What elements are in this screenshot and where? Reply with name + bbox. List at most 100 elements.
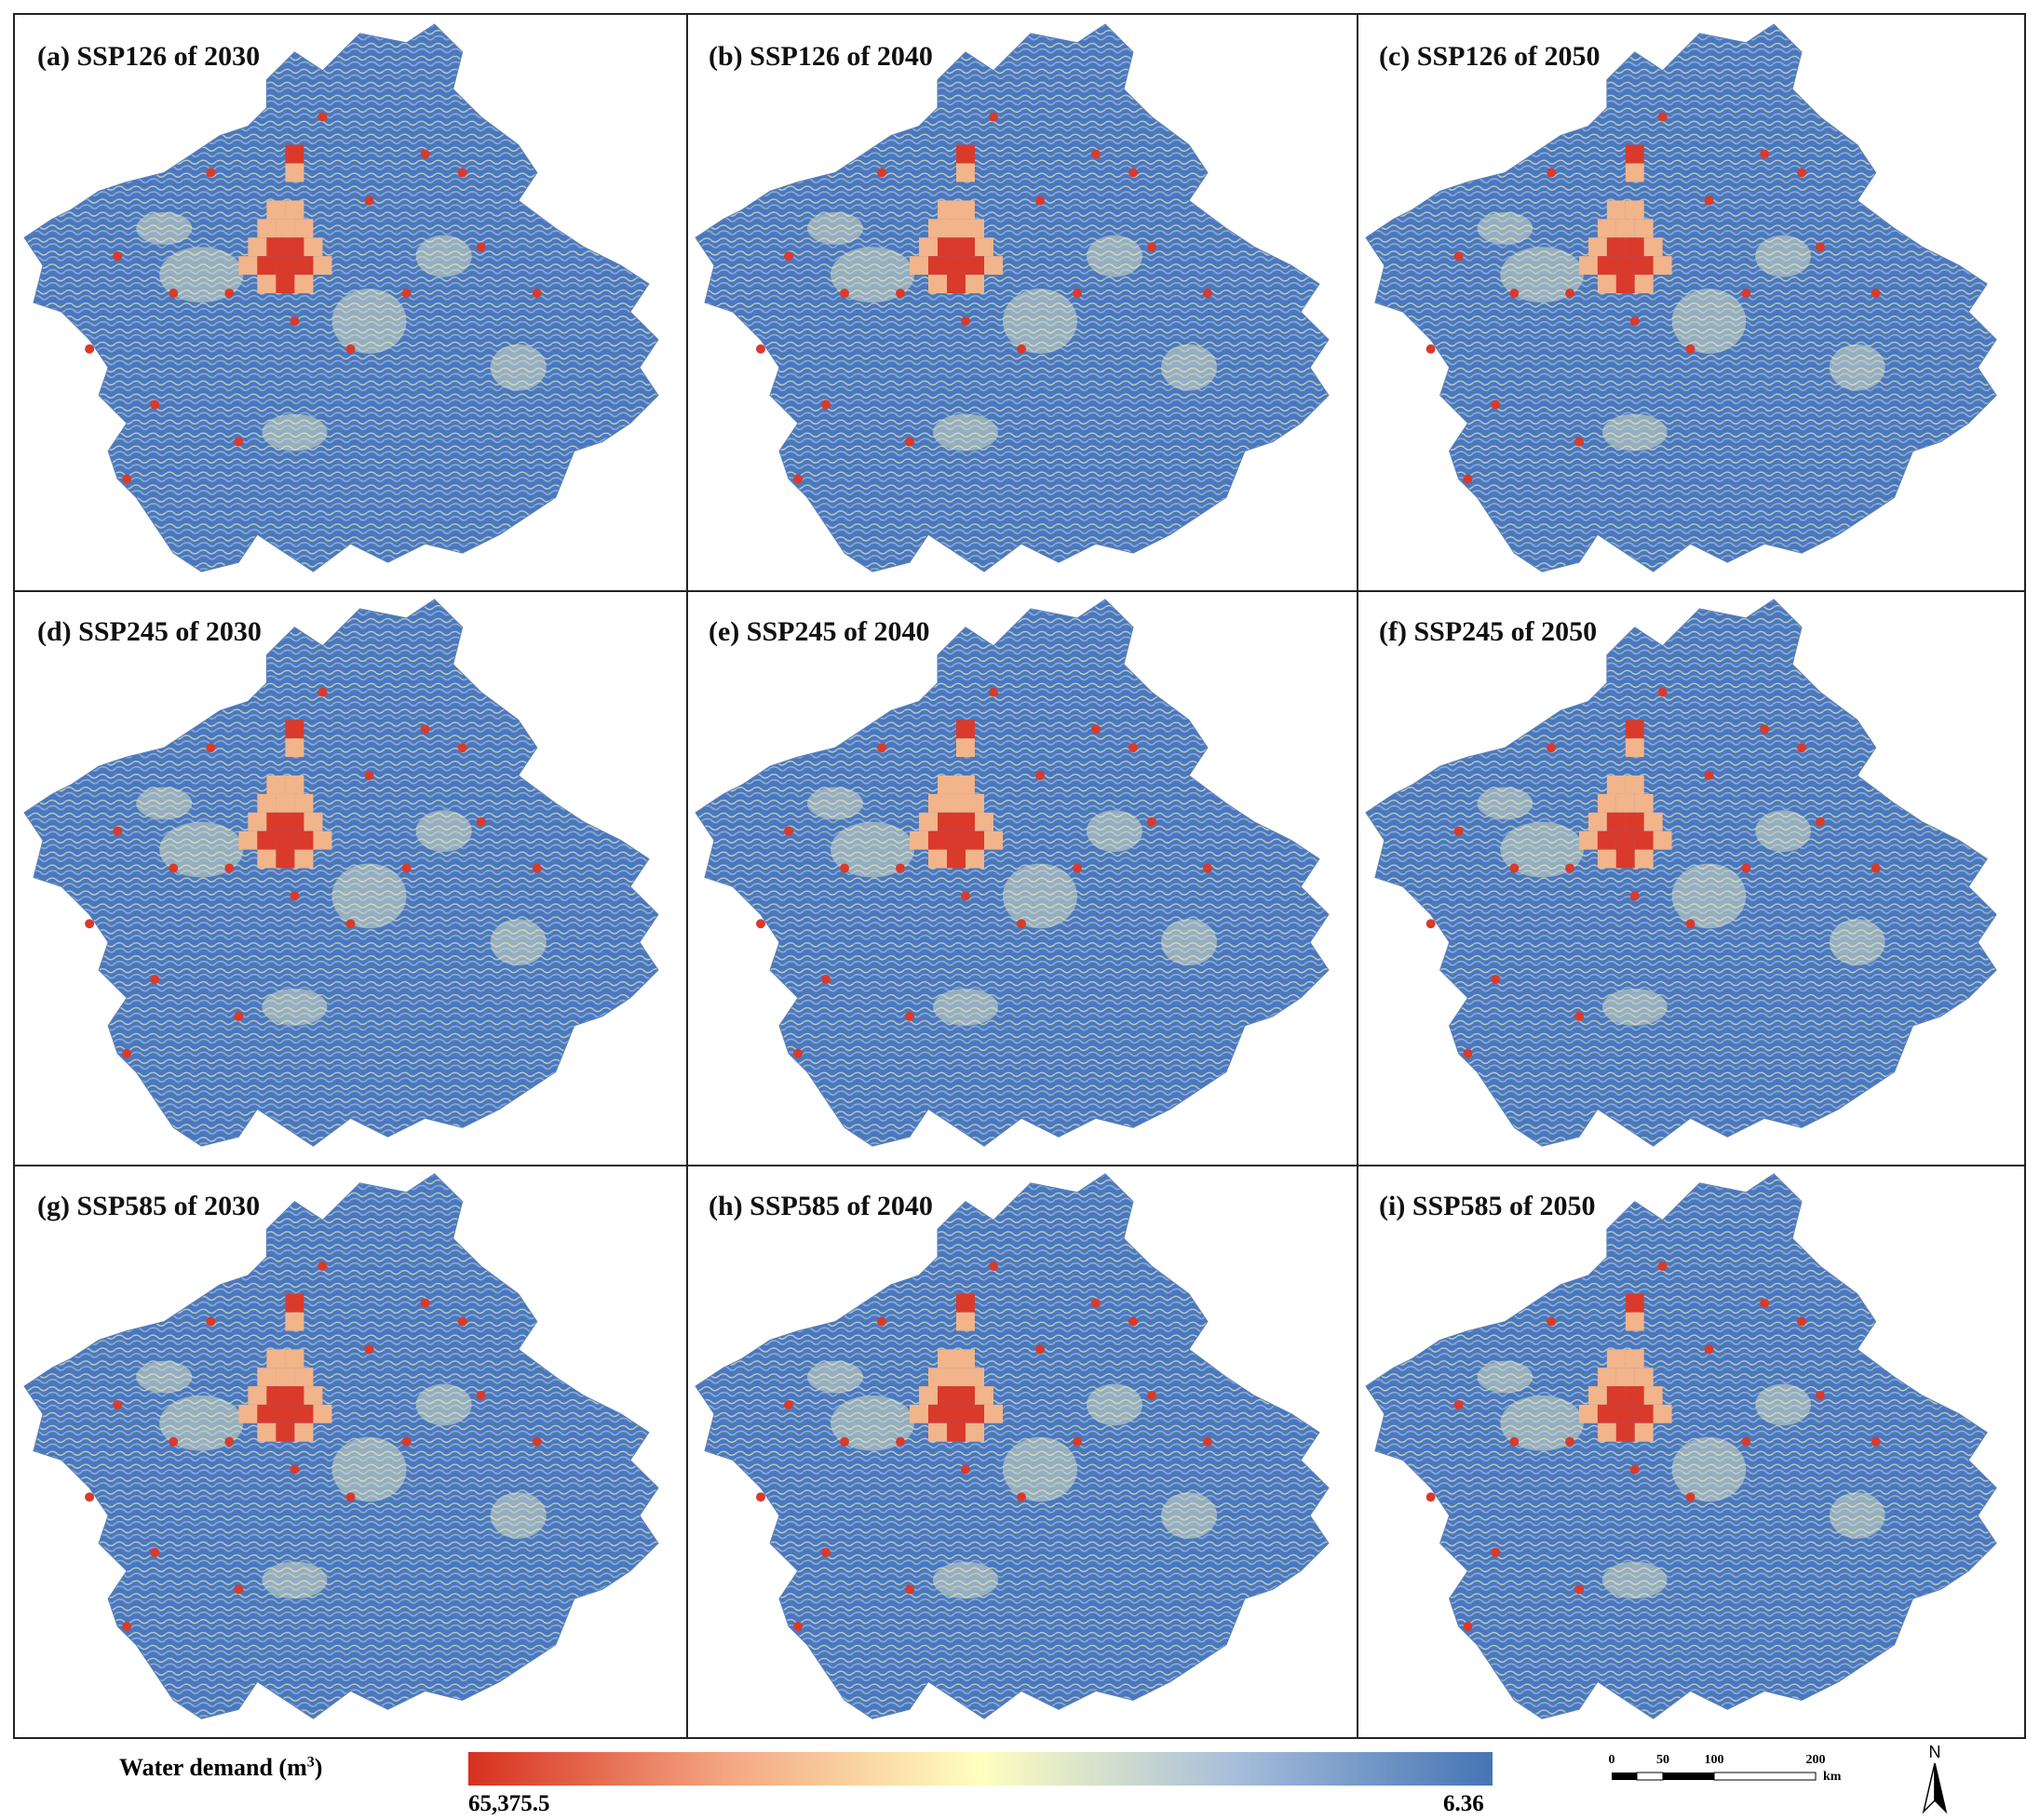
town-hotspot — [1425, 344, 1436, 354]
town-hotspot — [1203, 289, 1212, 299]
town-hotspot — [206, 743, 216, 753]
urban-hotspot — [238, 1293, 332, 1442]
town-hotspot — [206, 1316, 216, 1327]
town-hotspot — [401, 1436, 412, 1447]
town-hotspot — [905, 437, 914, 447]
town-hotspot — [756, 1492, 765, 1503]
town-hotspot — [345, 919, 356, 929]
town-hotspot — [784, 1399, 793, 1409]
medium-demand-patch — [159, 821, 244, 878]
town-hotspot — [1657, 1261, 1668, 1272]
town-hotspot — [821, 974, 831, 984]
medium-demand-patch — [1671, 289, 1747, 354]
town-hotspot — [169, 1436, 179, 1447]
town-hotspot — [1629, 1464, 1640, 1475]
town-hotspot — [1509, 289, 1520, 299]
town-hotspot — [457, 1316, 467, 1327]
town-hotspot — [989, 1261, 998, 1272]
medium-demand-patch — [1477, 211, 1533, 245]
town-hotspot — [1091, 149, 1101, 159]
town-hotspot — [122, 1622, 132, 1631]
town-hotspot — [317, 687, 328, 697]
town-hotspot — [877, 168, 886, 178]
panel-title: (f) SSP245 of 2050 — [1379, 616, 1598, 647]
medium-demand-patch — [136, 1360, 193, 1394]
town-hotspot — [793, 1622, 803, 1631]
raster-map — [23, 23, 659, 573]
town-hotspot — [821, 399, 831, 410]
medium-demand-patch — [1829, 919, 1885, 966]
north-arrow-icon: N — [1922, 1743, 1948, 1814]
panel-title: (h) SSP585 of 2040 — [709, 1191, 933, 1221]
town-hotspot — [224, 289, 235, 299]
urban-hotspot — [1579, 720, 1672, 869]
town-hotspot — [457, 168, 467, 178]
town-hotspot — [1091, 724, 1101, 735]
town-hotspot — [1073, 289, 1082, 299]
town-hotspot — [840, 863, 849, 873]
town-hotspot — [1203, 1436, 1212, 1447]
town-hotspot — [1453, 826, 1464, 836]
raster-map — [1365, 23, 1997, 573]
town-hotspot — [793, 1048, 803, 1058]
province-outline — [695, 1173, 1330, 1719]
medium-demand-patch — [807, 211, 863, 245]
town-hotspot — [1453, 1399, 1464, 1409]
urban-hotspot — [238, 144, 332, 294]
medium-demand-patch — [331, 863, 407, 929]
town-hotspot — [1704, 195, 1714, 206]
town-hotspot — [961, 1464, 970, 1475]
town-hotspot — [1147, 242, 1156, 252]
medium-demand-patch — [490, 344, 547, 391]
town-hotspot — [877, 743, 886, 753]
town-hotspot — [85, 919, 95, 929]
town-hotspot — [1017, 344, 1026, 354]
town-hotspot — [1491, 974, 1501, 984]
medium-demand-patch — [1601, 988, 1668, 1026]
town-hotspot — [169, 863, 179, 873]
medium-demand-patch — [1601, 1561, 1668, 1599]
town-hotspot — [364, 771, 374, 781]
medium-demand-patch — [136, 787, 193, 820]
town-hotspot — [1128, 1316, 1138, 1327]
town-hotspot — [532, 863, 542, 873]
medium-demand-patch — [331, 289, 407, 354]
legend: Water demand (m3) 65,375.5 6.36 0 50 100… — [0, 1739, 2040, 1820]
town-hotspot — [840, 1436, 849, 1447]
medium-demand-patch — [831, 821, 914, 878]
town-hotspot — [784, 251, 793, 262]
legend-title: Water demand (m3) — [119, 1754, 323, 1781]
town-hotspot — [1657, 112, 1668, 122]
raster-map — [695, 23, 1330, 573]
province-outline — [695, 599, 1330, 1147]
town-hotspot — [961, 891, 970, 901]
town-hotspot — [420, 149, 430, 159]
town-hotspot — [1797, 168, 1806, 178]
medium-demand-patch — [1829, 1492, 1885, 1539]
medium-demand-patch — [1161, 1492, 1217, 1539]
town-hotspot — [896, 289, 905, 299]
town-hotspot — [1704, 1344, 1714, 1355]
panel-title: (i) SSP585 of 2050 — [1379, 1191, 1596, 1221]
town-hotspot — [1128, 743, 1138, 753]
town-hotspot — [1760, 724, 1770, 735]
map-panel: (f) SSP245 of 2050 — [1357, 590, 2024, 1165]
medium-demand-patch — [831, 1395, 914, 1451]
medium-demand-patch — [136, 211, 193, 245]
medium-demand-patch — [1500, 1395, 1584, 1451]
medium-demand-patch — [1003, 1436, 1077, 1503]
town-hotspot — [1629, 891, 1640, 901]
scale-tick-200: 200 — [1806, 1753, 1826, 1767]
town-hotspot — [905, 1011, 914, 1021]
town-hotspot — [1760, 1298, 1770, 1308]
town-hotspot — [1565, 863, 1575, 873]
legend-min-label: 6.36 — [1443, 1791, 1484, 1816]
medium-demand-patch — [1477, 1360, 1533, 1394]
town-hotspot — [290, 1464, 300, 1475]
town-hotspot — [345, 344, 356, 354]
scale-unit: km — [1823, 1770, 1842, 1784]
map-panel: (h) SSP585 of 2040 — [686, 1165, 1357, 1737]
urban-hotspot — [910, 720, 1003, 869]
town-hotspot — [1035, 195, 1045, 206]
raster-map — [695, 1173, 1330, 1719]
